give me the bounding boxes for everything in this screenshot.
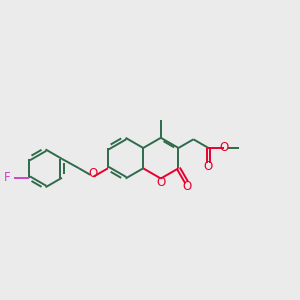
Text: O: O [88, 167, 98, 180]
Text: O: O [182, 179, 191, 193]
Text: F: F [4, 171, 11, 184]
Text: O: O [220, 141, 229, 154]
Text: O: O [156, 176, 166, 189]
Text: O: O [204, 160, 213, 173]
